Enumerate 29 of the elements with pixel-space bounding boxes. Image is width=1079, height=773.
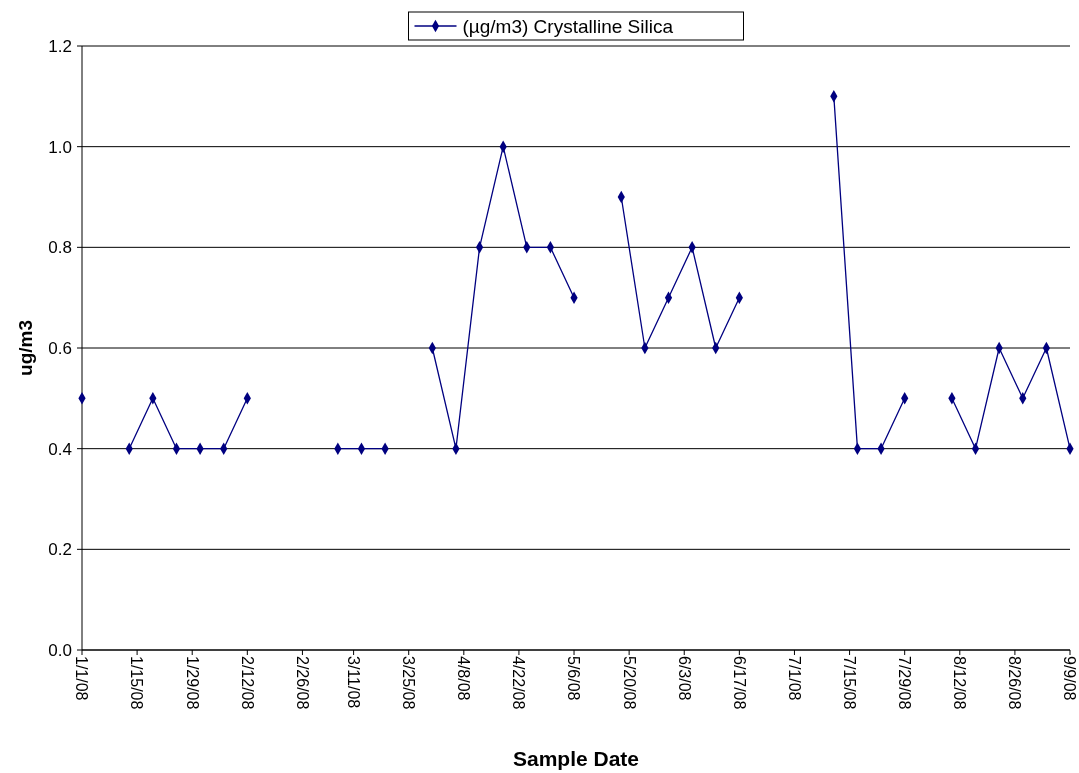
x-tick-label: 2/12/08 bbox=[238, 656, 256, 710]
y-tick-label: 0.4 bbox=[48, 439, 72, 459]
y-tick-label: 0.2 bbox=[48, 540, 72, 560]
x-tick-label: 2/26/08 bbox=[293, 656, 311, 710]
legend-label: (µg/m3) Crystalline Silica bbox=[462, 16, 674, 37]
x-tick-label: 1/29/08 bbox=[183, 656, 201, 710]
x-tick-label: 3/11/08 bbox=[345, 656, 362, 709]
y-tick-label: 1.0 bbox=[48, 137, 72, 157]
x-tick-label: 7/15/08 bbox=[840, 656, 858, 710]
x-tick-label: 6/17/08 bbox=[730, 656, 748, 710]
x-tick-label: 7/29/08 bbox=[896, 656, 914, 710]
y-tick-label: 1.2 bbox=[48, 37, 72, 56]
x-tick-label: 8/26/08 bbox=[1006, 656, 1024, 710]
x-tick-label: 4/8/08 bbox=[455, 656, 473, 701]
y-tick-label: 0.6 bbox=[48, 339, 72, 358]
x-tick-label: 7/1/08 bbox=[785, 656, 803, 701]
y-axis-title: ug/m3 bbox=[15, 320, 36, 376]
x-tick-label: 6/3/08 bbox=[675, 656, 693, 701]
x-tick-label: 8/12/08 bbox=[951, 656, 969, 710]
y-tick-label: 0.0 bbox=[48, 641, 72, 660]
x-tick-label: 5/20/08 bbox=[620, 656, 638, 710]
x-tick-label: 4/22/08 bbox=[510, 656, 528, 710]
y-tick-label: 0.8 bbox=[48, 238, 72, 258]
x-tick-label: 5/6/08 bbox=[565, 656, 583, 701]
x-tick-label: 9/9/08 bbox=[1061, 656, 1079, 701]
x-axis-title: Sample Date bbox=[512, 747, 640, 770]
x-tick-label: 3/25/08 bbox=[400, 656, 418, 710]
x-tick-label: 1/15/08 bbox=[128, 656, 146, 710]
x-tick-label: 1/1/08 bbox=[73, 656, 91, 701]
